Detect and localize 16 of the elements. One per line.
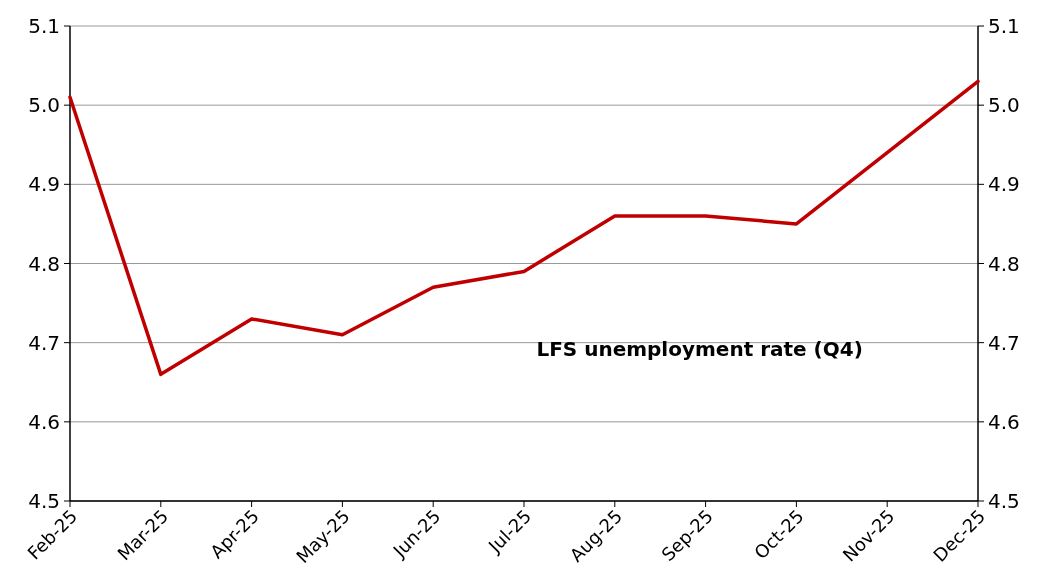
- y-tick-label: 5.1: [28, 14, 60, 38]
- y-tick-label: 4.9: [28, 172, 60, 197]
- line-series: [68, 79, 980, 377]
- y2-tick-label: 4.6: [988, 409, 1020, 434]
- y2-tick-label: 4.5: [988, 489, 1020, 513]
- text: LFS unemployment rate (Q4): [536, 336, 863, 361]
- y-tick-label: 4.8: [28, 251, 60, 276]
- y2-tick-label: 4.8: [988, 251, 1020, 276]
- y2-tick-label: 5.1: [988, 14, 1020, 38]
- y-tick-label: 4.6: [28, 409, 60, 434]
- y2-tick-label: 4.7: [988, 330, 1020, 355]
- y2-tick-label: 5.0: [988, 93, 1020, 118]
- y-tick-label: 5.0: [28, 93, 60, 118]
- y-tick-label: 4.5: [28, 489, 60, 513]
- y-tick-label: 4.7: [28, 330, 60, 355]
- y2-tick-label: 4.9: [988, 172, 1020, 197]
